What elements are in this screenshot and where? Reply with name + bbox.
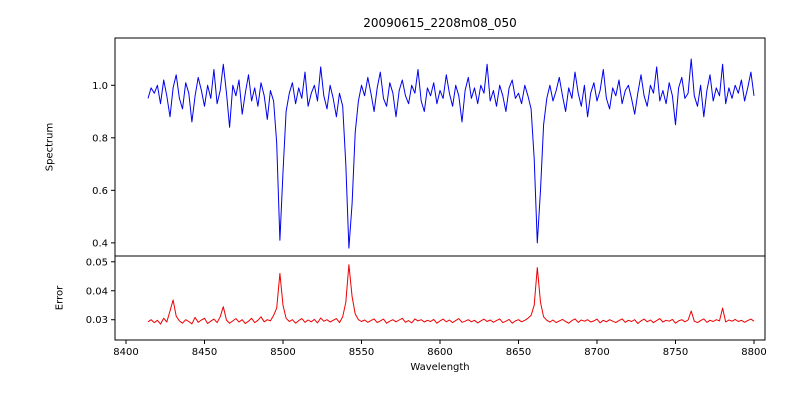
x-tick-label: 8500	[270, 347, 295, 358]
y-axis-label-error: Error	[54, 285, 66, 311]
x-axis-label: Wavelength	[410, 362, 470, 373]
x-tick-label: 8700	[584, 347, 609, 358]
y-tick-label: 0.05	[86, 257, 108, 268]
x-tick-label: 8400	[113, 347, 138, 358]
error-line	[147, 264, 755, 325]
x-tick-label: 8550	[349, 347, 374, 358]
x-tick-label: 8600	[427, 347, 452, 358]
spectrum-line	[147, 58, 755, 249]
y-tick-label: 1.0	[92, 81, 108, 92]
x-tick-label: 8800	[741, 347, 766, 358]
y-tick-label: 0.6	[92, 186, 108, 197]
y-axis-label-spectrum: Spectrum	[44, 122, 56, 172]
y-tick-label: 0.4	[92, 238, 108, 249]
x-tick-label: 8650	[506, 347, 531, 358]
x-tick-label: 8450	[192, 347, 217, 358]
y-tick-label: 0.03	[86, 315, 108, 326]
y-tick-label: 0.8	[92, 133, 108, 144]
x-tick-label: 8750	[663, 347, 688, 358]
chart-title: 20090615_2208m08_050	[363, 16, 517, 30]
y-tick-label: 0.04	[86, 286, 108, 297]
